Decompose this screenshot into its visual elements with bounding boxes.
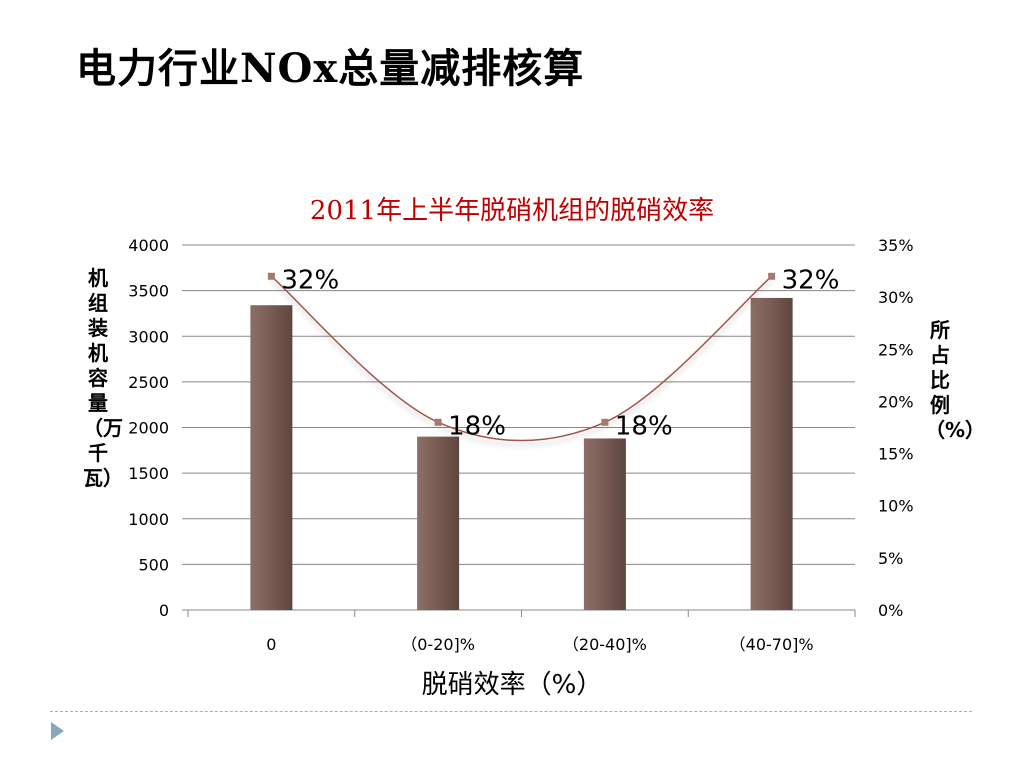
x-tick-label: （40-70]% [730, 635, 814, 654]
bar [417, 436, 460, 610]
y-tick-label: 1000 [128, 510, 169, 529]
y2-tick-label: 35% [878, 236, 914, 255]
bar [583, 438, 626, 610]
next-slide-arrow-icon[interactable] [51, 722, 64, 740]
x-tick-label: 0 [266, 635, 276, 654]
y2-tick-label: 10% [878, 497, 914, 516]
y-tick-label: 3000 [128, 327, 169, 346]
line-point [434, 418, 442, 426]
data-label: 18% [448, 411, 506, 441]
line-point [768, 272, 776, 280]
y-tick-label: 4000 [128, 236, 169, 255]
y2-tick-label: 5% [878, 549, 903, 568]
y2-tick-label: 30% [878, 288, 914, 307]
y-tick-label: 0 [159, 601, 169, 620]
data-label: 32% [782, 265, 840, 295]
footer-divider [50, 711, 972, 712]
chart-title: 2011年上半年脱硝机组的脱硝效率 [309, 196, 715, 226]
y-tick-label: 2000 [128, 419, 169, 438]
data-label: 32% [281, 265, 339, 295]
data-label: 18% [615, 411, 673, 441]
y-tick-label: 500 [138, 555, 169, 574]
x-axis-title: 脱硝效率（%） [421, 670, 603, 700]
x-tick-label: （0-20]% [401, 635, 475, 654]
y2-tick-label: 20% [878, 392, 914, 411]
series-line [270, 275, 773, 442]
y2-tick-label: 25% [878, 340, 914, 359]
line-point [601, 418, 609, 426]
y2-tick-label: 15% [878, 445, 914, 464]
bar [250, 305, 293, 610]
slide-title: 电力行业NOx总量减排核算 [76, 45, 585, 92]
x-tick-label: （20-40]% [563, 635, 647, 654]
y2-tick-label: 0% [878, 601, 903, 620]
y-tick-label: 1500 [128, 464, 169, 483]
bar [750, 297, 793, 610]
y-tick-label: 2500 [128, 373, 169, 392]
y-tick-label: 3500 [128, 282, 169, 301]
line-point [267, 272, 275, 280]
